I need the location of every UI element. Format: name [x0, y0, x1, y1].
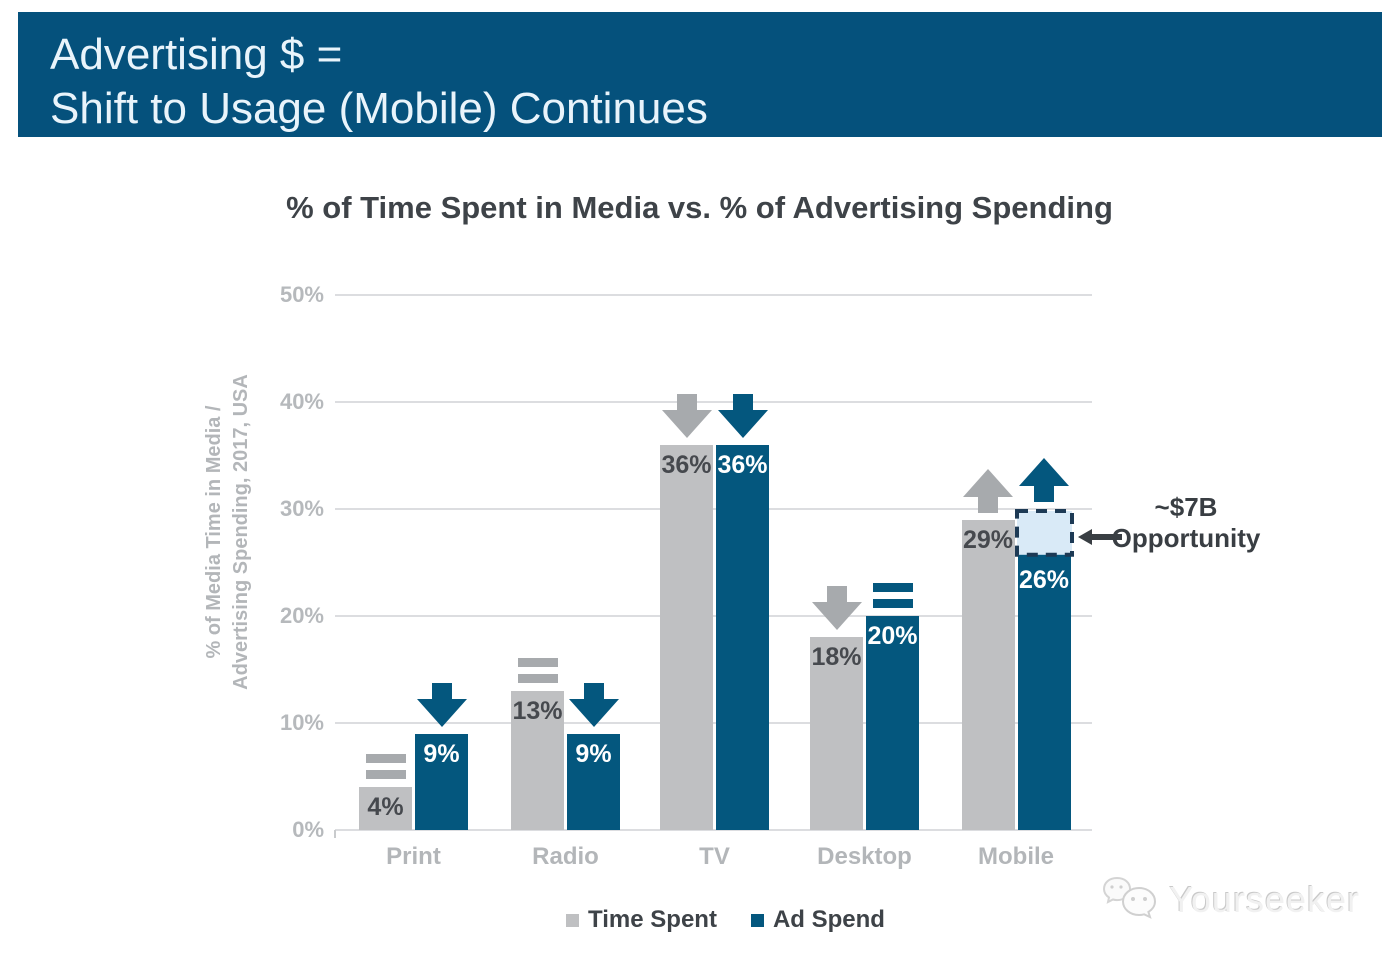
- bar-value-label-mobile-ad-spend: 26%: [1018, 565, 1070, 594]
- equals-flat-icon: [365, 754, 406, 786]
- up-arrow-icon: [1019, 458, 1069, 502]
- down-arrow-icon: [717, 393, 768, 438]
- y-tick-label-10: 10%: [279, 710, 324, 735]
- bar-value-label-radio-ad-spend: 9%: [575, 739, 612, 768]
- opportunity-gap-box: [1014, 509, 1074, 557]
- gridline-20: [335, 615, 1092, 617]
- ad-spend-bar-print: [415, 733, 468, 830]
- bar-value-label-mobile-time-spent: 29%: [962, 525, 1014, 554]
- equals-flat-icon: [517, 657, 558, 690]
- header-banner: Advertising $ = Shift to Usage (Mobile) …: [18, 12, 1382, 137]
- y-tick-label-0: 0%: [292, 817, 324, 842]
- y-tick-label-40: 40%: [279, 389, 324, 414]
- legend-swatch-time-spent: [566, 913, 580, 927]
- time-spent-bar-desktop: [810, 637, 863, 830]
- bar-value-label-radio-time-spent: 13%: [512, 696, 563, 725]
- y-tick-label-20: 20%: [279, 603, 324, 628]
- bar-value-label-desktop-time-spent: 18%: [811, 643, 862, 672]
- gridline-10: [335, 722, 1092, 724]
- bar-value-label-tv-ad-spend: 36%: [717, 450, 768, 479]
- watermark-text: Yourseeker: [1169, 879, 1360, 920]
- watermark: Yourseeker: [1103, 874, 1360, 926]
- gridline-50: [335, 294, 1092, 296]
- down-arrow-icon: [416, 682, 467, 727]
- down-arrow-icon: [811, 586, 862, 631]
- y-axis-title-line-1: % of Media Time in Media /: [203, 405, 225, 659]
- legend-item-ad-spend: Ad Spend: [750, 906, 885, 934]
- gridline-0: [335, 829, 1092, 831]
- ad-spend-bar-radio: [567, 733, 620, 830]
- bar-value-label-print-ad-spend: 9%: [423, 739, 460, 768]
- equals-flat-icon: [872, 583, 913, 615]
- axis-corner-tick: [334, 830, 336, 838]
- x-axis-label-radio: Radio: [532, 843, 599, 870]
- x-axis-label-tv: TV: [699, 843, 730, 870]
- legend-label-time-spent: Time Spent: [588, 906, 717, 933]
- annotation-line-1: ~$7B: [1154, 492, 1218, 522]
- y-axis-title-line-2: Advertising Spending, 2017, USA: [230, 374, 252, 690]
- ad-spend-bar-desktop: [866, 616, 919, 830]
- legend-item-time-spent: Time Spent: [566, 906, 717, 934]
- y-tick-label-30: 30%: [279, 496, 324, 521]
- ad-spend-bar-tv: [716, 444, 769, 830]
- annotation-arrow-icon: [1078, 528, 1122, 546]
- gridline-40: [335, 401, 1092, 403]
- time-spent-bar-tv: [660, 444, 713, 830]
- up-arrow-icon: [963, 468, 1013, 513]
- time-spent-bar-mobile: [961, 519, 1015, 830]
- bar-value-label-desktop-ad-spend: 20%: [867, 622, 918, 650]
- legend-swatch-ad-spend: [750, 913, 764, 927]
- gridline-30: [335, 508, 1092, 510]
- y-tick-label-50: 50%: [279, 282, 324, 307]
- x-axis-label-mobile: Mobile: [978, 843, 1054, 870]
- annotation-line-2: Opportunity: [1111, 523, 1261, 553]
- banner-title-line-2: Shift to Usage (Mobile) Continues: [50, 84, 708, 133]
- bar-value-label-print-time-spent: 4%: [367, 793, 404, 822]
- x-axis-label-print: Print: [386, 843, 441, 870]
- x-axis-label-desktop: Desktop: [817, 843, 912, 870]
- banner-title-line-1: Advertising $ =: [50, 30, 343, 79]
- ad-spend-bar-mobile: [1017, 551, 1071, 830]
- chart-title: % of Time Spent in Media vs. % of Advert…: [286, 190, 1113, 225]
- legend: Time Spent Ad Spend: [26, 906, 1399, 934]
- chat-bubbles-icon: [1103, 876, 1157, 919]
- time-spent-bar-print: [359, 787, 412, 830]
- bar-value-label-tv-time-spent: 36%: [661, 450, 712, 479]
- legend-label-ad-spend: Ad Spend: [772, 906, 885, 933]
- down-arrow-icon: [568, 682, 619, 727]
- down-arrow-icon: [661, 393, 712, 438]
- time-spent-bar-radio: [511, 690, 564, 830]
